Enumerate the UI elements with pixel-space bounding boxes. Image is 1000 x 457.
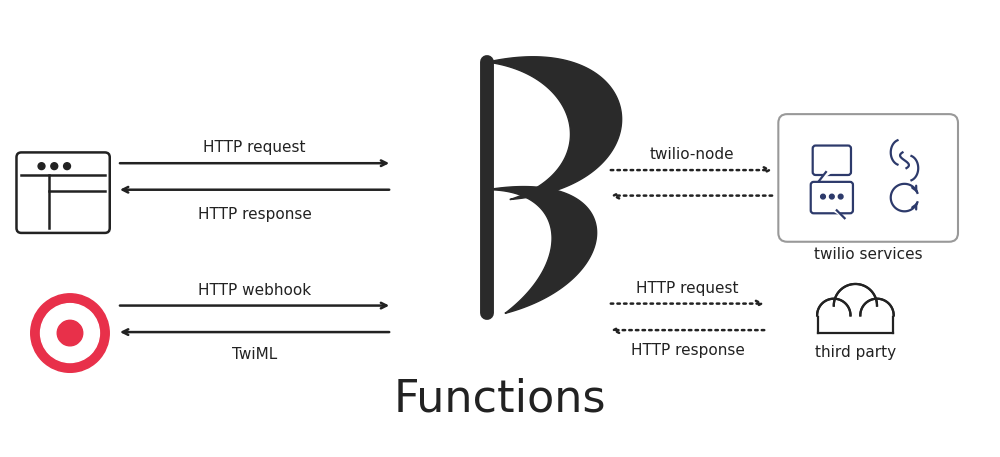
Circle shape [838,194,843,199]
Circle shape [829,194,834,199]
Circle shape [47,310,62,325]
Text: HTTP webhook: HTTP webhook [198,283,311,298]
Circle shape [47,341,62,356]
Text: HTTP response: HTTP response [198,207,311,223]
Text: twilio services: twilio services [814,247,922,262]
Text: third party: third party [815,345,896,360]
Circle shape [821,194,825,199]
Circle shape [38,163,45,170]
Circle shape [51,163,58,170]
Text: Functions: Functions [394,377,606,420]
Circle shape [57,320,83,346]
Text: HTTP request: HTTP request [636,281,739,296]
Circle shape [78,341,93,356]
Polygon shape [833,210,845,218]
Text: HTTP request: HTTP request [203,140,306,155]
Circle shape [78,310,93,325]
Text: twilio-node: twilio-node [649,147,734,162]
Circle shape [31,294,109,372]
Circle shape [41,303,99,362]
Polygon shape [819,172,832,181]
Polygon shape [487,186,597,314]
Text: HTTP response: HTTP response [631,343,744,358]
Text: TwiML: TwiML [232,347,277,362]
Polygon shape [487,57,622,200]
Circle shape [64,163,70,170]
FancyBboxPatch shape [778,114,958,242]
